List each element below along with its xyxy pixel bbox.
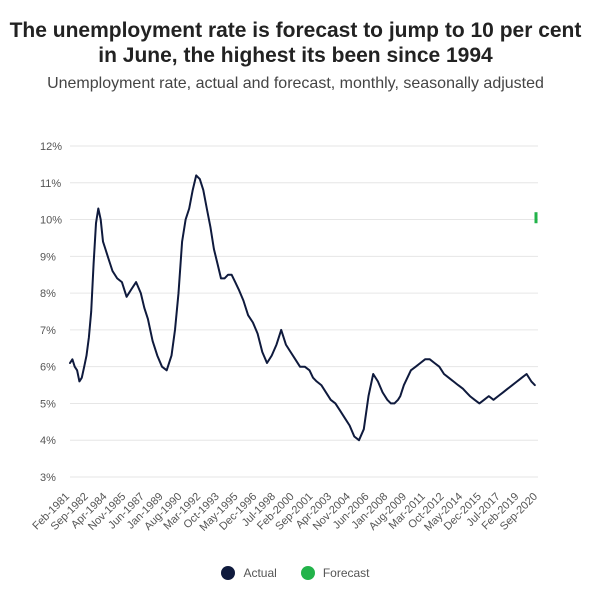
legend-item-forecast[interactable]: Forecast — [300, 566, 370, 580]
y-tick-label: 7% — [40, 325, 56, 337]
legend-label-forecast: Forecast — [322, 566, 370, 580]
y-tick-label: 10% — [40, 215, 62, 227]
legend-item-actual[interactable]: Actual — [221, 566, 277, 580]
legend-label-actual: Actual — [243, 566, 277, 580]
chart-subtitle: Unemployment rate, actual and forecast, … — [47, 75, 544, 92]
x-axis-tick-labels: Feb-1981Sep-1982Apr-1984Nov-1985Jun-1987… — [30, 491, 540, 534]
y-tick-label: 11% — [40, 178, 61, 190]
legend-marker-forecast — [300, 566, 315, 580]
y-tick-label: 12% — [40, 141, 62, 153]
y-tick-label: 4% — [40, 435, 56, 447]
series-lines — [69, 174, 538, 442]
chart-title: The unemployment rate is forecast to jum… — [9, 19, 582, 67]
y-axis-tick-labels: 3% 4% 5% 6% 7% 8% 9% 10% 11% 12% — [40, 141, 62, 484]
gridlines — [70, 145, 538, 478]
legend-marker-actual — [221, 566, 236, 580]
y-tick-label: 5% — [40, 398, 56, 410]
legend: Actual Forecast — [0, 566, 591, 580]
y-tick-label: 3% — [40, 472, 56, 484]
y-tick-label: 6% — [40, 362, 56, 374]
y-tick-label: 8% — [40, 288, 56, 300]
series-line-actual — [69, 174, 536, 442]
y-tick-label: 9% — [40, 251, 56, 263]
